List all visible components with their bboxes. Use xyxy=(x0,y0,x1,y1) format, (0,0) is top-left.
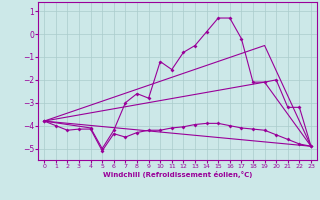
X-axis label: Windchill (Refroidissement éolien,°C): Windchill (Refroidissement éolien,°C) xyxy=(103,171,252,178)
